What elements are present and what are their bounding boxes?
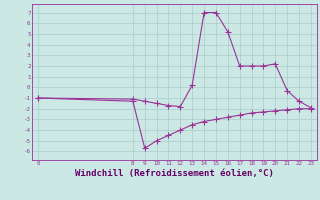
X-axis label: Windchill (Refroidissement éolien,°C): Windchill (Refroidissement éolien,°C)	[75, 169, 274, 178]
